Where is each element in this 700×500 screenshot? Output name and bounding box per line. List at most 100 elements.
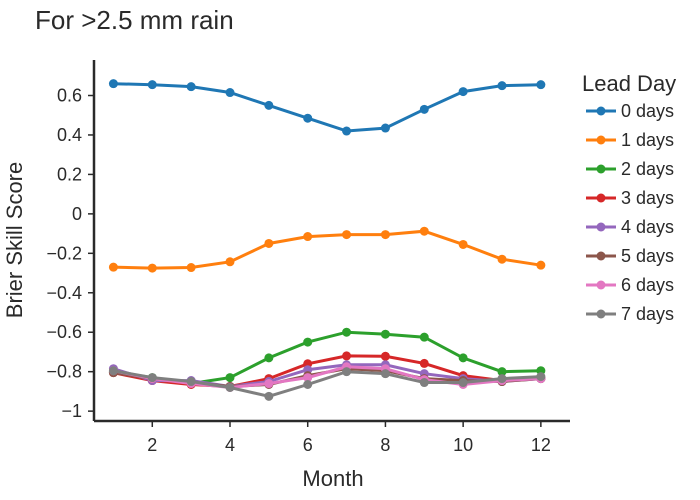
legend-item: 6 days [586, 275, 674, 295]
legend-item: 5 days [586, 246, 674, 266]
series-line [113, 365, 541, 390]
legend-marker [596, 193, 606, 203]
legend-marker [596, 164, 606, 174]
legend-item: 4 days [586, 217, 674, 237]
data-point [264, 353, 274, 363]
legend-label: 6 days [621, 275, 674, 295]
data-point [264, 379, 274, 389]
legend-label: 2 days [621, 159, 674, 179]
y-tick-label: −1 [61, 401, 82, 421]
y-tick-label: −0.4 [46, 283, 82, 303]
legend-label: 3 days [621, 188, 674, 208]
data-point [225, 88, 235, 98]
y-tick-label: 0.4 [57, 125, 82, 145]
data-point [342, 367, 352, 377]
data-point [342, 230, 352, 240]
data-point [419, 358, 429, 368]
data-point [458, 353, 468, 363]
legend-marker [596, 280, 606, 290]
data-point [342, 351, 352, 361]
series-line [113, 82, 541, 133]
data-point [497, 81, 507, 91]
data-point [108, 366, 118, 376]
data-point [264, 100, 274, 110]
data-point [419, 226, 429, 236]
data-point [419, 378, 429, 388]
legend-label: 0 days [621, 101, 674, 121]
data-point [147, 263, 157, 273]
series-line [113, 369, 541, 398]
data-point [264, 391, 274, 401]
data-point [264, 238, 274, 248]
legend-title: Lead Day [582, 71, 676, 96]
data-point [147, 80, 157, 90]
legend-marker [596, 251, 606, 261]
data-point [536, 260, 546, 270]
data-point [419, 332, 429, 342]
data-point [303, 373, 313, 383]
series-0 [108, 79, 546, 136]
data-point [186, 377, 196, 387]
legend-marker [596, 309, 606, 319]
data-point [147, 373, 157, 383]
x-axis-title: Month [302, 466, 363, 491]
data-point [458, 87, 468, 97]
chart-title: For >2.5 mm rain [35, 5, 234, 35]
legend-label: 4 days [621, 217, 674, 237]
legend-item: 0 days [586, 101, 674, 121]
data-point [225, 382, 235, 392]
x-tick-label: 10 [453, 435, 473, 455]
x-tick-label: 6 [303, 435, 313, 455]
x-tick-label: 4 [225, 435, 235, 455]
data-point [380, 351, 390, 361]
data-point [225, 257, 235, 267]
data-point [497, 374, 507, 384]
legend-marker [596, 222, 606, 232]
legend-label: 7 days [621, 304, 674, 324]
data-point [186, 82, 196, 92]
legend-item: 3 days [586, 188, 674, 208]
data-point [380, 329, 390, 339]
data-point [108, 79, 118, 89]
y-tick-label: 0.6 [57, 86, 82, 106]
series-line [113, 330, 541, 386]
legend-item: 1 days [586, 130, 674, 150]
y-tick-label: −0.8 [46, 362, 82, 382]
legend-item: 7 days [586, 304, 674, 324]
data-point [108, 262, 118, 272]
data-point [419, 104, 429, 114]
data-point [380, 123, 390, 133]
y-axis-title: Brier Skill Score [2, 162, 27, 318]
series-1 [108, 226, 546, 273]
series-line [113, 229, 542, 270]
data-point [303, 232, 313, 242]
legend-marker [596, 106, 606, 116]
data-point [303, 337, 313, 347]
legend-marker [596, 135, 606, 145]
data-point [497, 254, 507, 264]
plot-area: 0.6 0.4 0.2 0 −0.2 −0.4 −0.6 −0.8 −1 2 4 6 8 10 12 [46, 60, 570, 455]
series-7 [108, 366, 546, 401]
data-point [536, 80, 546, 90]
data-point [303, 380, 313, 390]
y-tick-label: −0.2 [46, 243, 82, 263]
data-point [497, 367, 507, 377]
data-point [458, 239, 468, 249]
x-tick-label: 8 [380, 435, 390, 455]
x-tick-label: 12 [531, 435, 551, 455]
legend: Lead Day 0 days 1 days 2 days 3 days 4 days 5… [582, 71, 676, 324]
y-tick-label: 0.2 [57, 164, 82, 184]
data-point [342, 126, 352, 136]
data-point [380, 230, 390, 240]
data-point [458, 378, 468, 388]
data-point [380, 369, 390, 379]
data-point [342, 327, 352, 337]
data-point [303, 113, 313, 123]
legend-label: 5 days [621, 246, 674, 266]
data-point [186, 263, 196, 273]
x-tick-label: 2 [147, 435, 157, 455]
legend-label: 1 days [621, 130, 674, 150]
data-point [536, 372, 546, 382]
y-tick-label: 0 [72, 204, 82, 224]
